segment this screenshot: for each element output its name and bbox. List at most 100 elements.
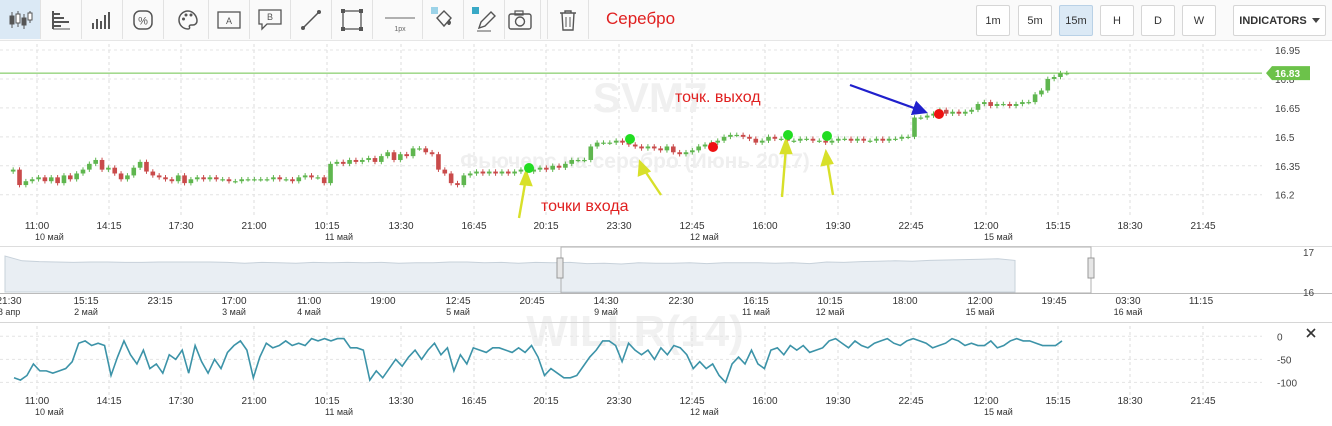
rectangle-tool-button[interactable] bbox=[332, 0, 373, 39]
time-tick-label: 18:30 bbox=[1117, 221, 1142, 232]
candle bbox=[1039, 90, 1044, 95]
hbars-tool-button[interactable] bbox=[41, 0, 82, 39]
candle bbox=[804, 138, 809, 140]
navigator-area bbox=[4, 255, 1016, 293]
willr-time-label: 18:30 bbox=[1117, 396, 1142, 407]
candle bbox=[277, 177, 283, 180]
callout-icon: B bbox=[257, 8, 283, 32]
close-indicator-icon[interactable] bbox=[1306, 328, 1316, 338]
time-tick-label: 11:00 bbox=[25, 221, 50, 232]
candle bbox=[861, 138, 867, 141]
time-tick-label: 12:00 bbox=[973, 221, 998, 232]
price-tick-label: 16.2 bbox=[1275, 191, 1295, 202]
willr-time-label: 19:30 bbox=[825, 396, 850, 407]
candle bbox=[893, 138, 898, 140]
willr-time-label: 12:00 bbox=[973, 396, 998, 407]
navigator-time-label: 17:00 bbox=[221, 296, 246, 307]
candle bbox=[175, 175, 181, 182]
candle bbox=[436, 154, 441, 170]
candles-icon bbox=[7, 9, 33, 31]
navigator-time-label: 11:00 bbox=[297, 296, 322, 307]
current-price-label: 16.83 bbox=[1275, 69, 1300, 80]
candle bbox=[810, 138, 816, 141]
chart-area[interactable]: SVM7 Фьючерс на серебро (Июнь 2017) 16.9… bbox=[0, 40, 1332, 426]
percent-icon: % bbox=[131, 8, 155, 32]
candle bbox=[982, 102, 987, 105]
palette-tool-button[interactable] bbox=[168, 0, 209, 39]
exit-arrow bbox=[849, 83, 928, 116]
callout-tool-button[interactable]: B bbox=[250, 0, 291, 39]
candle bbox=[144, 161, 149, 172]
navigator-date-label: 5 май bbox=[446, 307, 470, 317]
candle bbox=[99, 159, 105, 170]
candle bbox=[537, 167, 543, 170]
candle bbox=[245, 179, 251, 181]
candle bbox=[137, 161, 143, 168]
candle bbox=[512, 171, 517, 174]
timeframe-5m-button[interactable]: 5m bbox=[1018, 5, 1052, 36]
trash-tool-button[interactable] bbox=[547, 0, 589, 39]
exit-label: точк. выход bbox=[675, 89, 761, 106]
candle bbox=[87, 163, 92, 170]
timeframe-h-button[interactable]: H bbox=[1100, 5, 1134, 36]
candle bbox=[182, 175, 187, 184]
line-tool-button[interactable] bbox=[291, 0, 332, 39]
navigator-time-label: 03:30 bbox=[1115, 296, 1140, 307]
rectangle-icon bbox=[339, 7, 365, 33]
percent-tool-button[interactable]: % bbox=[123, 0, 164, 39]
candle bbox=[29, 179, 35, 182]
candle bbox=[943, 109, 949, 114]
text-label-tool-button[interactable]: A bbox=[209, 0, 250, 39]
candle bbox=[372, 158, 378, 162]
candle bbox=[163, 177, 168, 180]
candle bbox=[42, 177, 48, 182]
candle bbox=[1064, 73, 1070, 75]
willr-date-label: 15 май bbox=[984, 407, 1013, 417]
timeframe-w-button[interactable]: W bbox=[1182, 5, 1216, 36]
candles-tool-button[interactable] bbox=[0, 0, 41, 39]
timeframe-d-button[interactable]: D bbox=[1141, 5, 1175, 36]
date-tick-label: 12 май bbox=[690, 232, 719, 242]
timeframe-1m-button[interactable]: 1m bbox=[976, 5, 1010, 36]
navigator-tick-label: 16 bbox=[1303, 288, 1315, 299]
entry-arrowhead bbox=[820, 148, 834, 167]
willr-time-label: 16:00 bbox=[752, 396, 777, 407]
candle bbox=[93, 159, 98, 164]
candle bbox=[994, 104, 1000, 106]
pen-color-tool-button[interactable] bbox=[464, 0, 505, 39]
indicators-dropdown[interactable]: INDICATORS bbox=[1233, 5, 1326, 36]
navigator-time-label: 22:30 bbox=[668, 296, 693, 307]
candle bbox=[696, 146, 701, 151]
candle bbox=[467, 173, 473, 176]
chart-title: Серебро bbox=[606, 9, 676, 28]
willr-date-label: 11 май bbox=[325, 407, 353, 417]
willr-time-label: 21:45 bbox=[1190, 396, 1215, 407]
watermark-symbol: SVM7 bbox=[593, 74, 707, 121]
candle bbox=[220, 179, 225, 181]
time-tick-label: 20:15 bbox=[533, 221, 558, 232]
price-grid bbox=[0, 40, 1332, 216]
candle bbox=[766, 136, 771, 141]
entry-label: точки входа bbox=[541, 198, 629, 215]
time-tick-label: 22:45 bbox=[898, 221, 923, 232]
volume-tool-button[interactable] bbox=[82, 0, 123, 39]
timeframe-15m-button[interactable]: 15m bbox=[1059, 5, 1093, 36]
fill-color-tool-button[interactable] bbox=[423, 0, 464, 39]
candle bbox=[912, 117, 917, 137]
line-width-tool-button[interactable]: 1px bbox=[378, 0, 423, 39]
camera-tool-button[interactable] bbox=[500, 0, 541, 39]
candle bbox=[1045, 78, 1051, 91]
navigator-time-label: 16:15 bbox=[743, 296, 768, 307]
navigator-date-label: 8 апр bbox=[0, 307, 20, 317]
navigator-window bbox=[560, 246, 1092, 294]
time-tick-label: 14:15 bbox=[96, 221, 121, 232]
candle bbox=[340, 161, 346, 164]
candle bbox=[10, 169, 16, 172]
candle bbox=[188, 179, 194, 184]
candle bbox=[385, 152, 390, 157]
navigator-date-label: 9 май bbox=[594, 307, 618, 317]
candle bbox=[816, 140, 822, 142]
navigator-date-label: 3 май bbox=[222, 307, 246, 317]
candle bbox=[156, 175, 162, 178]
